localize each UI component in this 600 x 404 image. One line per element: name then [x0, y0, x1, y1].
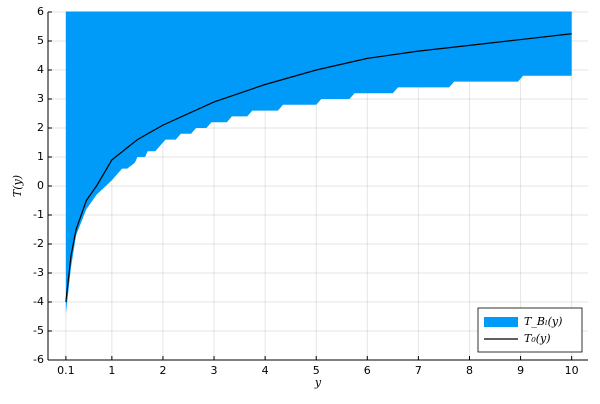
line: [65, 33, 572, 303]
x-tick-label: 5: [313, 364, 320, 377]
x-tick-label: 8: [466, 364, 473, 377]
x-tick-label: 1: [108, 364, 115, 377]
legend-label: T_Bₗ(y): [524, 315, 562, 328]
x-tick-label: 4: [262, 364, 269, 377]
y-tick-label: 4: [37, 63, 44, 76]
y-tick-label: 3: [37, 92, 44, 105]
y-tick-label: 2: [37, 121, 44, 134]
y-tick-label: 0: [37, 179, 44, 192]
y-tick-label: -1: [33, 208, 44, 221]
y-tick-label: 5: [37, 34, 44, 47]
x-tick-label: 6: [364, 364, 371, 377]
x-axis-label: y: [314, 376, 322, 389]
y-tick-label: 1: [37, 150, 44, 163]
y-tick-label: -2: [33, 237, 44, 250]
x-tick-label: 3: [211, 364, 218, 377]
y-tick-label: -3: [33, 266, 44, 279]
legend-label: T₀(y): [524, 332, 551, 345]
x-tick-label: 9: [517, 364, 524, 377]
y-axis-label: T(y): [11, 175, 24, 197]
y-tick-label: 6: [37, 5, 44, 18]
x-tick-label: 7: [415, 364, 422, 377]
y-tick-label: -6: [33, 353, 44, 366]
legend-swatch: [484, 317, 518, 327]
x-tick-label: 2: [159, 364, 166, 377]
y-tick-label: -4: [33, 295, 44, 308]
legend-box: [477, 307, 583, 353]
band-area: [65, 12, 572, 314]
x-tick-label: 10: [565, 364, 579, 377]
x-tick-label: 0.1: [57, 364, 75, 377]
y-tick-label: -5: [33, 324, 44, 337]
